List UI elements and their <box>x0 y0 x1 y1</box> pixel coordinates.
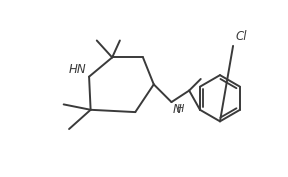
Text: H: H <box>177 104 184 114</box>
Text: Cl: Cl <box>235 30 247 43</box>
Text: HN: HN <box>68 63 86 76</box>
Text: N: N <box>172 103 181 116</box>
